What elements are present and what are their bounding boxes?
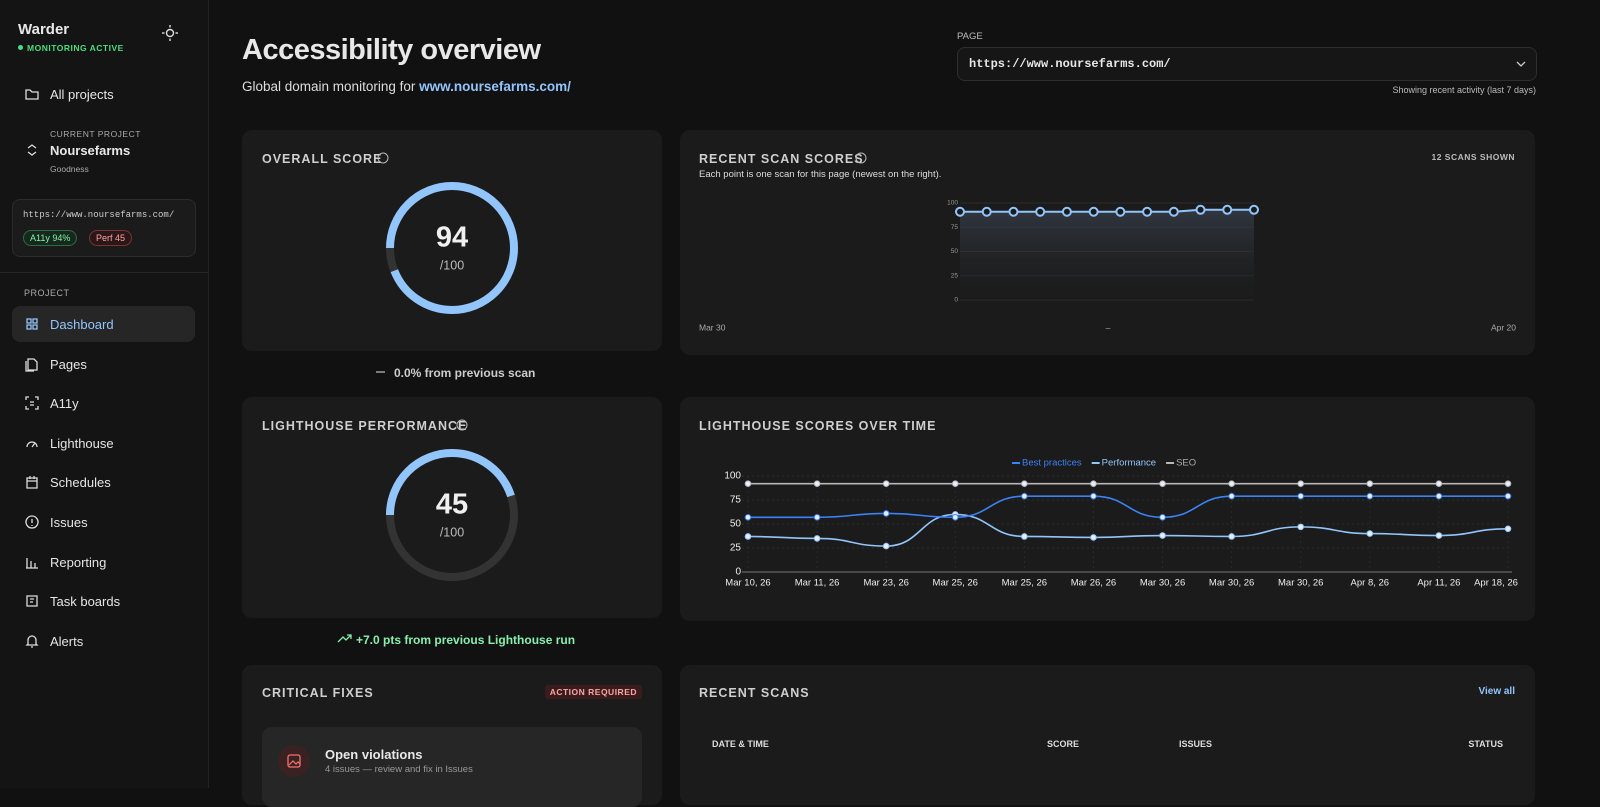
- column-header: DATE & TIME: [712, 739, 769, 749]
- nav-item[interactable]: Pages: [12, 346, 195, 382]
- subtitle-link[interactable]: www.noursefarms.com/: [419, 79, 571, 94]
- project-org: Goodness: [50, 164, 89, 174]
- column-header: STATUS: [1468, 739, 1503, 749]
- card-title: LIGHTHOUSE PERFORMANCE: [262, 419, 468, 433]
- critical-card: CRITICAL FIXES ACTION REQUIRED Open viol…: [242, 665, 662, 807]
- activity-note: Showing recent activity (last 7 days): [1392, 85, 1536, 95]
- sidebar: Warder MONITORING ACTIVE All projects CU…: [0, 0, 209, 788]
- project-url: https://www.noursefarms.com/: [23, 210, 175, 220]
- nav-item[interactable]: Lighthouse: [12, 425, 195, 461]
- trend-icon: [337, 634, 352, 643]
- chart-subtitle: Each point is one scan for this page (ne…: [699, 169, 942, 180]
- page-select[interactable]: https://www.noursefarms.com/: [957, 47, 1537, 81]
- nav-label: Schedules: [50, 475, 111, 491]
- violation-title: Open violations: [325, 747, 423, 762]
- card-title: LIGHTHOUSE SCORES OVER TIME: [699, 419, 937, 433]
- nav-icon: [26, 318, 38, 330]
- performance-card: LIGHTHOUSE PERFORMANCE: [242, 397, 662, 618]
- nav-label: Dashboard: [50, 317, 114, 332]
- subtitle: Global domain monitoring for www.noursef…: [242, 79, 571, 94]
- subtitle-text: Global domain monitoring for: [242, 79, 416, 94]
- nav-item[interactable]: A11y: [12, 385, 195, 421]
- nav-item[interactable]: Reporting: [12, 544, 195, 580]
- project-name: Noursefarms: [50, 143, 131, 158]
- status-dot: [18, 45, 23, 50]
- card-title: OVERALL SCORE: [262, 152, 383, 166]
- recent-scan-card: RECENT SCAN SCORES 12 SCANS SHOWN Each p…: [680, 130, 1535, 355]
- section-label: PROJECT: [24, 288, 70, 298]
- project-switch[interactable]: [26, 143, 38, 157]
- chevron: [1516, 61, 1526, 67]
- nav-icon: [25, 635, 39, 648]
- nav-item[interactable]: Alerts: [12, 623, 195, 659]
- a11y-badge: A11y 94%: [23, 230, 78, 246]
- lighthouse-card: LIGHTHOUSE SCORES OVER TIME: [680, 397, 1535, 621]
- divider: [0, 272, 208, 273]
- page: Warder {"sidebar": {"brand": "Warder", "…: [0, 0, 1537, 807]
- nav-icon: [25, 357, 38, 372]
- nav-item[interactable]: Schedules: [12, 464, 195, 500]
- brand: Warder: [18, 21, 70, 38]
- nav-label: Lighthouse: [50, 435, 114, 451]
- nav-item[interactable]: Issues: [12, 504, 195, 540]
- overall-change: 0.0% from previous scan: [394, 366, 536, 380]
- page-title: Accessibility overview: [242, 34, 541, 66]
- nav-label: Alerts: [50, 633, 84, 649]
- card-title: RECENT SCAN SCORES: [699, 152, 864, 166]
- violation-sub: 4 issues — review and fix in Issues: [325, 764, 473, 775]
- recent-scans-card: RECENT SCANS View all DATE & TIME SCORE …: [680, 665, 1535, 805]
- current-project-label: CURRENT PROJECT: [50, 129, 141, 139]
- all-projects-label: All projects: [50, 87, 114, 102]
- card-title: RECENT SCANS: [699, 686, 810, 700]
- nav-icon: [26, 595, 38, 607]
- nav-icon: [26, 441, 38, 448]
- violation-icon: [278, 745, 310, 777]
- all-projects[interactable]: All projects: [12, 76, 195, 112]
- card-title: CRITICAL FIXES: [262, 686, 374, 700]
- nav-label: Reporting: [50, 554, 107, 570]
- column-header: SCORE: [1047, 739, 1080, 749]
- nav-icon: [26, 557, 38, 569]
- nav-icon: [25, 515, 39, 529]
- column-header: ISSUES: [1179, 739, 1213, 749]
- violation-item[interactable]: Open violations 4 issues — review and fi…: [262, 727, 642, 807]
- page-select-value: https://www.noursefarms.com/: [969, 57, 1171, 71]
- overall-card: OVERALL SCORE: [242, 130, 662, 351]
- view-all[interactable]: View all: [1478, 686, 1515, 697]
- status: MONITORING ACTIVE: [27, 43, 124, 53]
- nav-label: Task boards: [50, 594, 121, 610]
- nav-label: Pages: [50, 356, 87, 372]
- scan-count: 12 SCANS SHOWN: [1431, 152, 1515, 162]
- action-badge: ACTION REQUIRED: [544, 685, 642, 699]
- body: Warder MONITORING ACTIVE All projects CU…: [0, 0, 1537, 807]
- project-box: https://www.noursefarms.com/ A11y 94% Pe…: [12, 199, 196, 257]
- nav-label: A11y: [50, 396, 79, 412]
- nav-label: Issues: [50, 515, 88, 530]
- nav-icon: [26, 476, 38, 490]
- page-label: PAGE: [957, 31, 983, 42]
- nav-item[interactable]: Dashboard: [12, 306, 195, 342]
- performance-change: +7.0 pts from previous Lighthouse run: [356, 633, 576, 647]
- nav-icon: [25, 396, 39, 410]
- nav-item[interactable]: Task boards: [12, 583, 195, 619]
- theme-toggle[interactable]: [162, 25, 178, 41]
- perf-badge: Perf 45: [89, 230, 133, 246]
